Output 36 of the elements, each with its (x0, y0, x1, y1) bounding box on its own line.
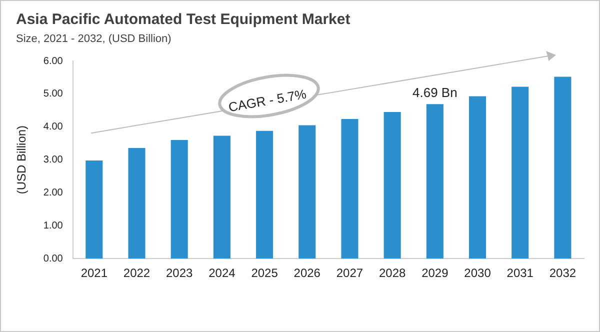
y-tick-label: 3.00 (43, 154, 64, 166)
chart-subtitle: Size, 2021 - 2032, (USD Billion) (16, 33, 172, 45)
bar (86, 160, 103, 259)
bar (554, 76, 572, 259)
x-tick-label: 2029 (422, 266, 449, 280)
bar (128, 148, 146, 259)
y-tick-label: 2.00 (43, 187, 64, 198)
bar (341, 118, 358, 259)
y-tick-label: 6.00 (43, 56, 64, 67)
bar (170, 140, 188, 259)
bar (298, 125, 316, 259)
x-tick-label: 2025 (251, 266, 278, 280)
y-tick-label: 1.00 (43, 220, 64, 232)
y-tick-label: 5.00 (43, 88, 64, 100)
x-tick-label: 2031 (506, 266, 534, 280)
bar (468, 96, 486, 259)
bar (256, 130, 274, 259)
x-tick-label: 2028 (378, 266, 406, 280)
chart-title: Asia Pacific Automated Test Equipment Market (16, 11, 350, 28)
x-tick-label: 2024 (208, 266, 236, 280)
x-tick-label: 2030 (464, 266, 492, 280)
annotation: CAGR - 5.7% (227, 86, 308, 115)
x-tick-label: 2026 (294, 266, 321, 280)
y-tick-label: 0.00 (43, 253, 64, 264)
x-tick-label: 2022 (123, 266, 150, 280)
y-axis-title: (USD Billion) (14, 125, 29, 194)
bar (426, 104, 444, 259)
x-tick-label: 2023 (166, 266, 194, 280)
x-tick-label: 2027 (336, 266, 364, 280)
x-tick-label: 2021 (80, 266, 108, 280)
x-tick-label: 2032 (549, 266, 576, 280)
data-label: 4.69 Bn (412, 85, 458, 100)
bar (384, 112, 401, 259)
bar (512, 86, 529, 259)
bar (213, 136, 230, 259)
y-tick-label: 4.00 (43, 122, 64, 133)
